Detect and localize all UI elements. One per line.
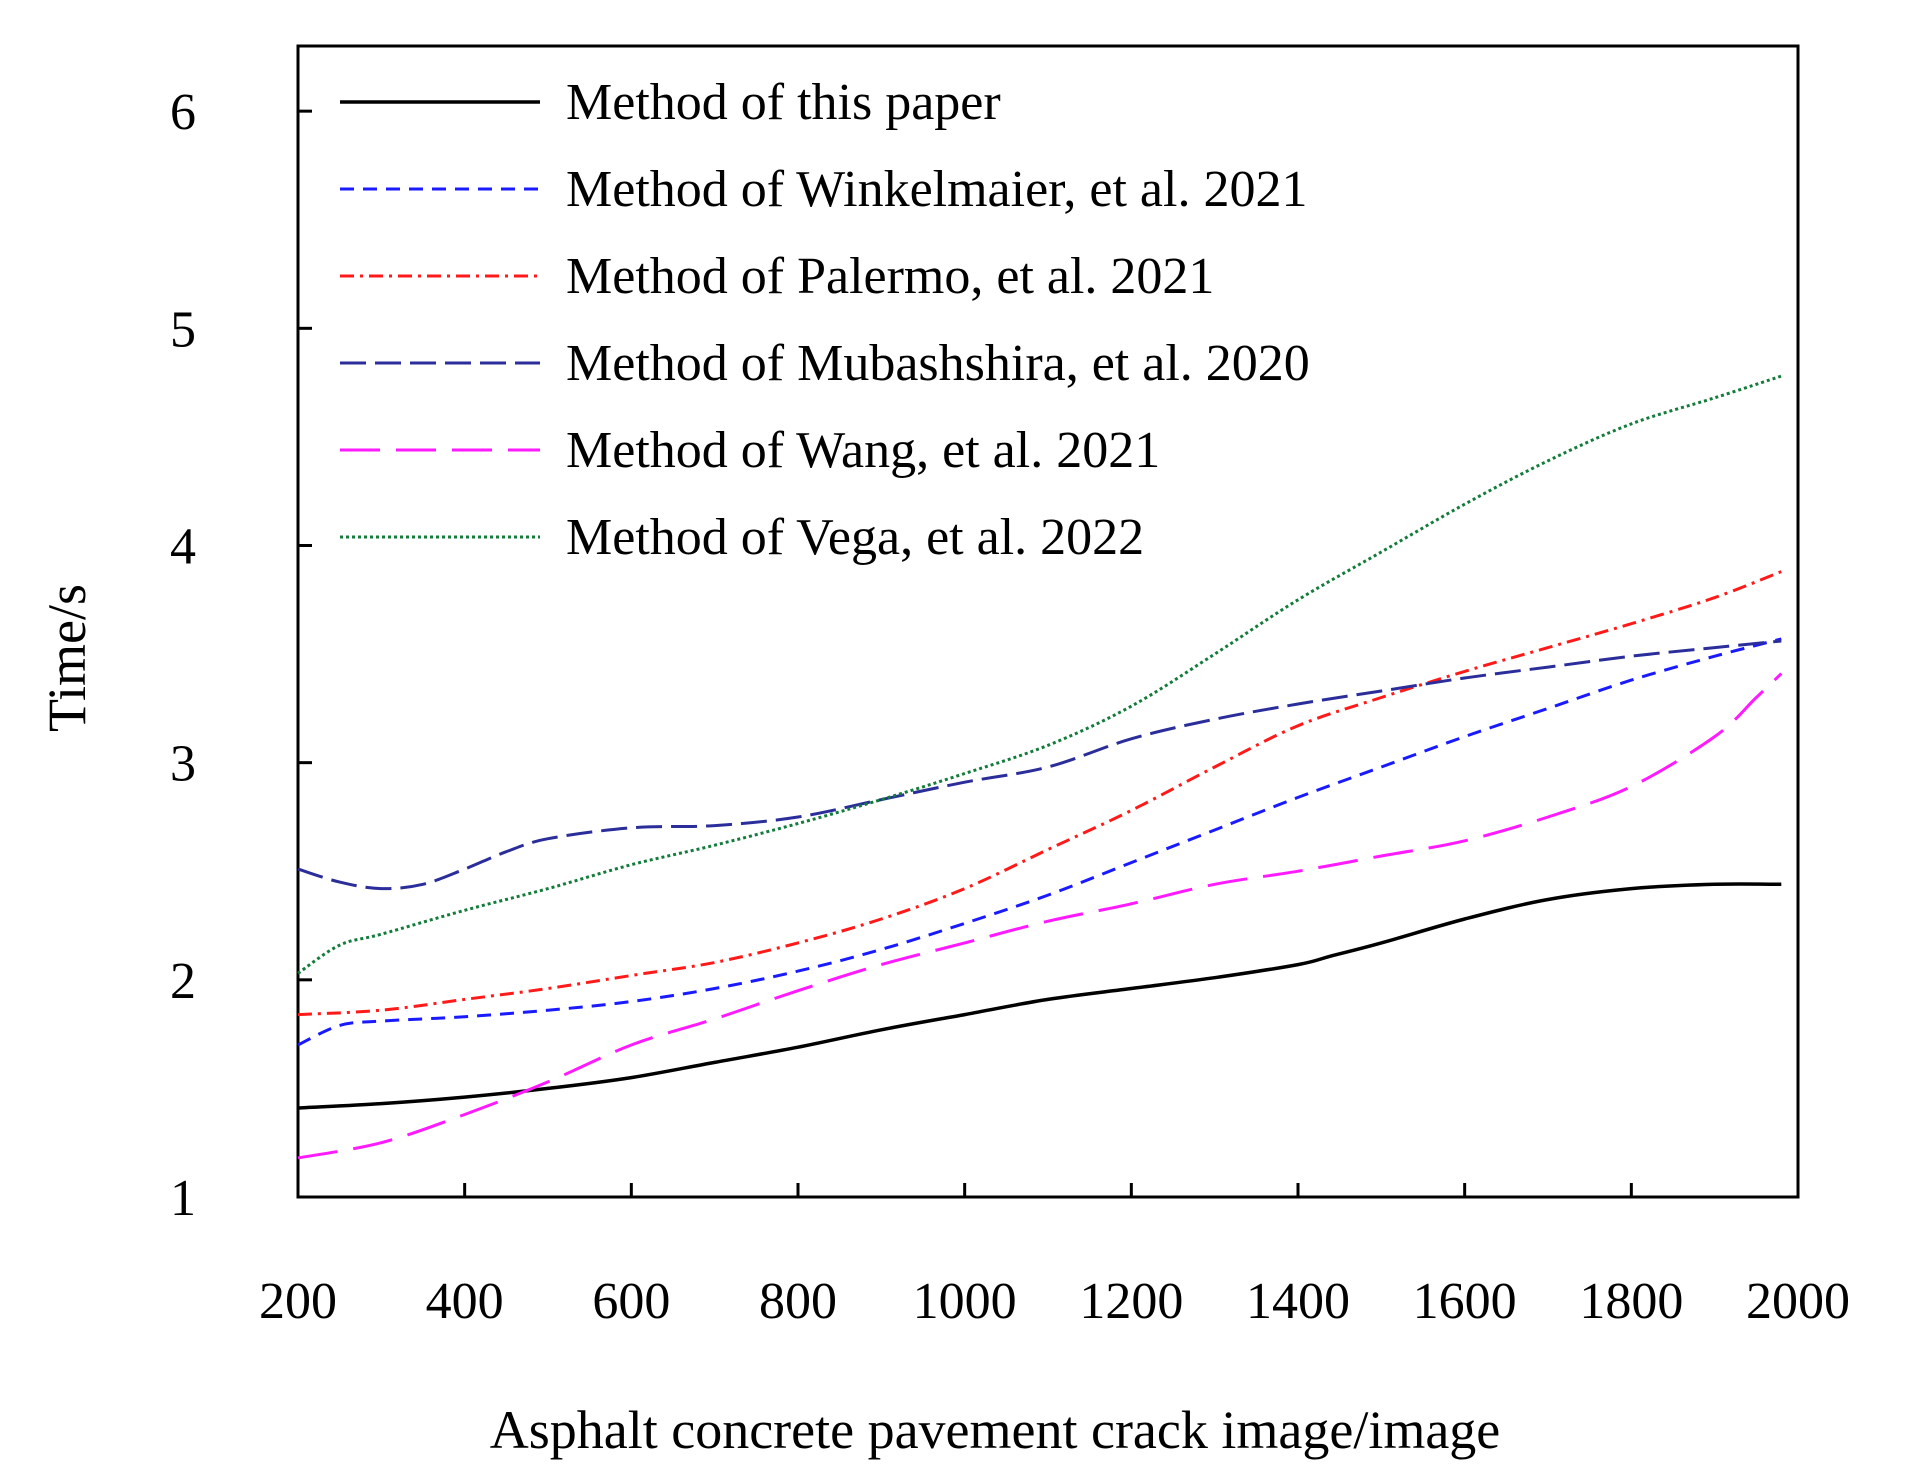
- legend-label-4: Method of Mubashshira, et al. 2020: [566, 335, 1310, 392]
- y-axis-title: Time/s: [37, 584, 97, 732]
- legend-label-3: Method of Palermo, et al. 2021: [566, 248, 1214, 305]
- x-tick-label: 2000: [1746, 1273, 1850, 1330]
- x-tick-label: 1400: [1246, 1273, 1350, 1330]
- series-line-1: [297, 882, 1782, 1110]
- y-tick-label: 1: [170, 1170, 196, 1227]
- series-line-6: [297, 374, 1782, 975]
- plot-frame: [296, 44, 1800, 1199]
- x-tick-label: 1800: [1579, 1273, 1683, 1330]
- series-line-4: [297, 639, 1782, 891]
- y-tick-label: 4: [170, 518, 196, 575]
- y-tick-label: 3: [170, 736, 196, 793]
- series-line-5: [297, 672, 1783, 1160]
- legend-label-2: Method of Winkelmaier, et al. 2021: [566, 161, 1307, 218]
- series-line-2: [297, 637, 1782, 1047]
- y-axis-ticks: 1 2 3 4 5 6: [170, 84, 312, 1227]
- x-tick-label: 1000: [913, 1273, 1017, 1330]
- x-axis-title: Asphalt concrete pavement crack image/im…: [490, 1400, 1501, 1460]
- legend-label-5: Method of Wang, et al. 2021: [566, 422, 1160, 479]
- y-tick-label: 5: [170, 301, 196, 358]
- x-tick-label: 1200: [1079, 1273, 1183, 1330]
- legend-label-6: Method of Vega, et al. 2022: [566, 509, 1144, 566]
- x-axis-ticks: 200 400 600 800 1000 1200 1400 1600 1800 2000: [259, 1183, 1850, 1330]
- legend-label-1: Method of this paper: [566, 74, 1001, 131]
- y-tick-label: 2: [170, 953, 196, 1010]
- series-layer: [297, 374, 1783, 1160]
- x-tick-label: 800: [759, 1273, 837, 1330]
- x-tick-label: 1600: [1413, 1273, 1517, 1330]
- legend: Method of this paper Method of Winkelmaie…: [340, 74, 1310, 566]
- x-tick-label: 400: [426, 1273, 504, 1330]
- series-line-3: [297, 570, 1782, 1017]
- x-tick-label: 600: [592, 1273, 670, 1330]
- x-tick-label: 200: [259, 1273, 337, 1330]
- y-tick-label: 6: [170, 84, 196, 141]
